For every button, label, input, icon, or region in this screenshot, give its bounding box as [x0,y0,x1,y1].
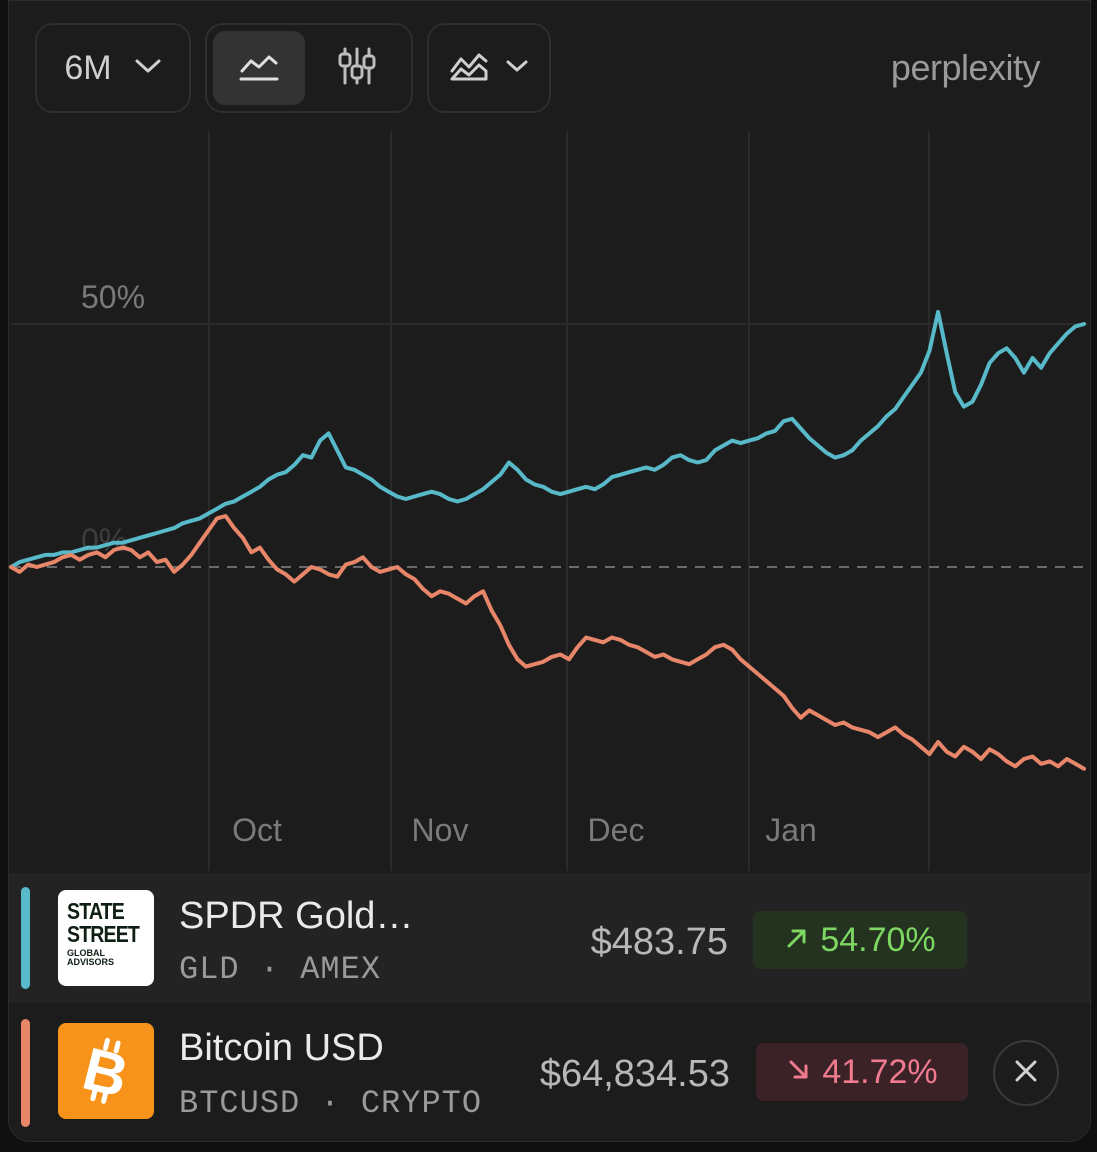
change-badge: 54.70% [753,911,967,969]
holding-price: $483.75 [590,921,728,963]
x-tick-label: Jan [765,812,817,848]
chevron-down-icon [134,57,162,80]
chevron-down-icon [505,58,529,79]
holding-price: $64,834.53 [539,1053,730,1095]
x-tick-label: Dec [588,812,645,848]
sliders-icon [337,46,377,91]
state-street-logo: STATE STREET GLOBAL ADVISORS [58,890,154,986]
chart-grid [11,131,1088,871]
series-line-gld [9,309,1086,569]
series-color-indicator [21,1019,30,1127]
holding-ticker: GLD · AMEX [179,951,382,988]
holding-row-btc[interactable]: B Bitcoin USD BTCUSD · CRYPTO $64,834.53… [9,1005,1090,1141]
x-tick-label: Nov [412,812,469,848]
logo-text-line: GLOBAL [67,948,105,958]
indicators-button[interactable] [311,31,403,105]
logo-text-line: STREET [67,921,140,947]
logo-text-line: ADVISORS [67,957,115,967]
holding-row-gld[interactable]: STATE STREET GLOBAL ADVISORS SPDR Gold… … [9,873,1090,1003]
performance-chart[interactable]: 50% 0% Oct Nov Dec Jan [9,1,1090,873]
y-tick-label: 0% [81,522,127,558]
bitcoin-logo-icon: B [58,1023,154,1119]
holding-name: Bitcoin USD [179,1027,384,1069]
series-color-indicator [21,887,30,989]
y-tick-label: 50% [81,279,145,315]
arrow-down-right-icon [786,1053,812,1092]
range-selector-button[interactable]: 6M [35,23,191,113]
logo-text-line: STATE [67,898,125,924]
change-badge: 41.72% [756,1043,968,1101]
holding-name: SPDR Gold… [179,895,414,937]
chart-type-button[interactable] [427,23,551,113]
arrow-up-right-icon [784,921,810,960]
range-label: 6M [64,48,112,87]
holding-ticker: BTCUSD · CRYPTO [179,1085,483,1122]
brand-logo: perplexity [890,47,1041,88]
series-line-btc [9,514,1086,771]
remove-comparison-button[interactable] [993,1040,1059,1106]
view-toggle [205,23,413,113]
chart-series [9,309,1086,771]
line-view-button[interactable] [213,31,305,105]
change-value: 54.70% [820,920,936,959]
change-value: 41.72% [822,1052,938,1091]
chart-card: 6M [8,0,1091,1142]
chart-toolbar: 6M [9,1,1090,131]
x-tick-label: Oct [232,812,282,848]
holdings-list: STATE STREET GLOBAL ADVISORS SPDR Gold… … [9,873,1090,1141]
line-chart-icon [239,49,279,88]
close-icon [1013,1058,1039,1089]
chart-ticks: 50% 0% Oct Nov Dec Jan [81,279,817,848]
area-chart-icon [449,49,489,88]
